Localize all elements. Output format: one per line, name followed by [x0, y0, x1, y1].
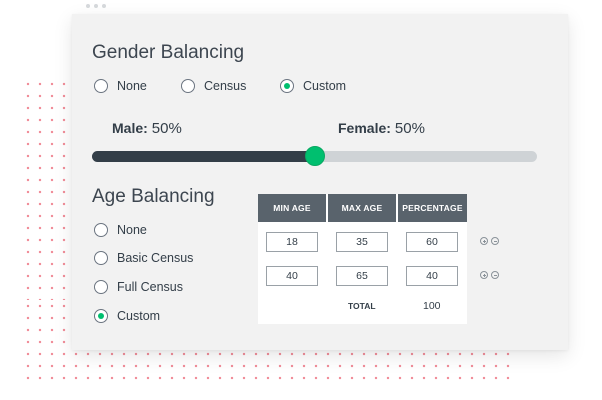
add-row-icon[interactable]: [480, 237, 488, 245]
row-controls: [480, 237, 499, 245]
max-age-input[interactable]: 65: [336, 266, 388, 286]
female-split: Female: 50%: [338, 120, 425, 137]
radio-label: Full Census: [117, 280, 183, 294]
min-age-input[interactable]: 18: [266, 232, 318, 252]
female-value: 50%: [394, 120, 425, 137]
window-dot-icon: [86, 4, 90, 8]
radio-icon: [94, 251, 108, 265]
gender-slider-handle[interactable]: [305, 146, 325, 166]
gender-balancing-title: Gender Balancing: [92, 42, 245, 63]
add-row-icon[interactable]: [480, 271, 488, 279]
male-value: 50%: [151, 120, 182, 137]
column-header-percentage: PERCENTAGE: [398, 194, 467, 222]
radio-label: None: [117, 79, 147, 93]
age-option-full-census[interactable]: Full Census: [94, 280, 183, 294]
row-controls: [480, 271, 499, 279]
male-split: Male: 50%: [112, 120, 182, 137]
male-label: Male:: [112, 120, 148, 136]
age-option-basic-census[interactable]: Basic Census: [94, 251, 193, 265]
radio-label: None: [117, 223, 147, 237]
window-dot-icon: [102, 4, 106, 8]
column-header-min-age: MIN AGE: [258, 194, 326, 222]
percentage-input[interactable]: 60: [406, 232, 458, 252]
total-value: 100: [423, 300, 441, 312]
percentage-input[interactable]: 40: [406, 266, 458, 286]
age-option-none[interactable]: None: [94, 223, 147, 237]
window-dot-icon: [94, 4, 98, 8]
gender-slider-fill: [92, 151, 315, 162]
radio-selected-icon: [94, 309, 108, 323]
age-balancing-title: Age Balancing: [92, 186, 215, 207]
radio-label: Census: [204, 79, 247, 93]
radio-icon: [94, 223, 108, 237]
balancing-panel: Gender Balancing None Census Custom Male…: [72, 14, 568, 350]
remove-row-icon[interactable]: [491, 271, 499, 279]
total-label: TOTAL: [348, 301, 376, 311]
radio-label: Basic Census: [117, 251, 194, 265]
min-age-input[interactable]: 40: [266, 266, 318, 286]
column-header-max-age: MAX AGE: [328, 194, 396, 222]
radio-label: Custom: [117, 309, 161, 323]
age-ranges-table: MIN AGE MAX AGE PERCENTAGE 18 35 60 40 6…: [258, 194, 467, 324]
remove-row-icon[interactable]: [491, 237, 499, 245]
gender-option-census[interactable]: Census: [181, 79, 246, 93]
radio-selected-icon: [280, 79, 294, 93]
max-age-input[interactable]: 35: [336, 232, 388, 252]
age-option-custom[interactable]: Custom: [94, 309, 160, 323]
window-top-bar: [72, 0, 568, 14]
female-label: Female:: [338, 120, 391, 136]
gender-option-custom[interactable]: Custom: [280, 79, 346, 93]
radio-icon: [94, 280, 108, 294]
radio-icon: [181, 79, 195, 93]
radio-icon: [94, 79, 108, 93]
radio-label: Custom: [303, 79, 347, 93]
gender-option-none[interactable]: None: [94, 79, 147, 93]
